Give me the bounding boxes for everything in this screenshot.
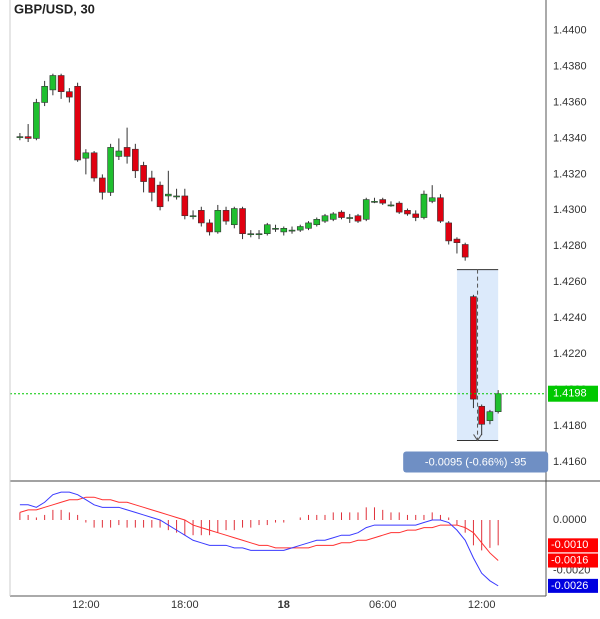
candle-body bbox=[189, 215, 197, 218]
y-tick-label: 1.4300 bbox=[553, 204, 587, 216]
value-tag bbox=[548, 538, 598, 553]
candle-body bbox=[404, 210, 411, 215]
candle-body bbox=[288, 229, 296, 232]
candle-body bbox=[33, 102, 40, 139]
candle-body bbox=[90, 152, 98, 179]
candle-body bbox=[329, 213, 337, 220]
candle-body bbox=[140, 165, 147, 182]
candle-body bbox=[272, 228, 279, 230]
candle-body bbox=[222, 210, 230, 222]
candle-body bbox=[181, 195, 189, 217]
y-tick-label: 1.4380 bbox=[553, 60, 587, 72]
y-tick-label: 1.4240 bbox=[553, 312, 587, 324]
candle-body bbox=[82, 152, 90, 159]
value-tag bbox=[548, 578, 598, 593]
candle-body bbox=[49, 75, 57, 91]
candle-body bbox=[305, 222, 312, 229]
candle-body bbox=[445, 222, 452, 242]
price-tag bbox=[548, 385, 598, 402]
candle-body bbox=[453, 238, 461, 243]
candle-body bbox=[461, 244, 469, 258]
measure-label-box bbox=[403, 451, 549, 473]
candle-body bbox=[57, 75, 65, 92]
candle-body bbox=[428, 197, 436, 202]
candle-body bbox=[115, 150, 123, 157]
candle-body bbox=[99, 177, 106, 193]
y-tick-label: 1.4320 bbox=[553, 168, 587, 180]
candle-body bbox=[280, 228, 288, 233]
candle-body bbox=[346, 217, 354, 219]
indicator-line bbox=[19, 491, 499, 587]
candle-body bbox=[478, 405, 485, 425]
candle-body bbox=[123, 147, 131, 157]
candle-body bbox=[255, 233, 263, 236]
candle-body bbox=[41, 85, 48, 103]
x-tick-label: 12:00 bbox=[468, 599, 496, 611]
price-tag-label: 1.4198 bbox=[553, 388, 587, 400]
candle-body bbox=[74, 85, 81, 161]
value-tag-label: -0.0010 bbox=[551, 539, 588, 551]
candle-body bbox=[437, 197, 444, 222]
candle-body bbox=[379, 199, 387, 204]
candle-body bbox=[321, 215, 329, 222]
candle-body bbox=[420, 193, 428, 218]
value-tag-label: -0.0016 bbox=[551, 554, 588, 566]
value-tag-label: -0.0026 bbox=[551, 580, 588, 592]
candle-body bbox=[66, 91, 73, 98]
candle-body bbox=[387, 204, 395, 207]
candle-body bbox=[263, 224, 271, 235]
candle-body bbox=[313, 219, 321, 226]
candle-body bbox=[198, 210, 205, 224]
candle-body bbox=[173, 195, 180, 198]
measure-label: -0.0095 (-0.66%) -95 bbox=[425, 456, 527, 468]
candle-body bbox=[156, 184, 164, 208]
candle-body bbox=[132, 148, 139, 172]
candle-body bbox=[486, 411, 494, 421]
labels: 12:0018:001806:0012:001.41601.41801.4200… bbox=[72, 24, 598, 611]
x-tick-label: 18 bbox=[278, 599, 290, 611]
candle-body bbox=[354, 215, 362, 222]
candle-body bbox=[247, 233, 255, 236]
y-tick-label: 1.4160 bbox=[553, 456, 587, 468]
candle-body bbox=[148, 177, 156, 193]
candle-body bbox=[338, 211, 345, 218]
candle-body bbox=[107, 147, 114, 193]
y-tick-label: 1.4280 bbox=[553, 240, 587, 252]
candle-body bbox=[239, 208, 246, 235]
candle-body bbox=[206, 222, 213, 233]
indicator-line bbox=[19, 496, 499, 561]
y-tick-label: -0.0020 bbox=[553, 565, 590, 577]
y-tick-label: 0.0000 bbox=[553, 514, 587, 526]
candle-body bbox=[362, 199, 370, 220]
y-tick-label: 1.4340 bbox=[553, 132, 587, 144]
candle-body bbox=[296, 226, 304, 231]
candle-body bbox=[412, 213, 420, 218]
y-tick-label: 1.4360 bbox=[553, 96, 587, 108]
candle-body bbox=[16, 136, 24, 138]
y-tick-label: 1.4260 bbox=[553, 276, 587, 288]
candle-body bbox=[494, 393, 502, 412]
candle-body bbox=[24, 136, 32, 139]
candle-body bbox=[395, 202, 403, 213]
y-tick-label: 1.4400 bbox=[553, 24, 587, 36]
candle-body bbox=[470, 296, 477, 400]
x-tick-label: 12:00 bbox=[72, 599, 100, 611]
candle-body bbox=[230, 208, 238, 226]
measure-arrowhead bbox=[473, 434, 482, 442]
value-tag bbox=[548, 553, 598, 568]
chart-title: GBP/USD, 30 bbox=[14, 1, 95, 16]
y-tick-label: 1.4180 bbox=[553, 420, 587, 432]
y-tick-label: 1.4220 bbox=[553, 348, 587, 360]
x-tick-label: 06:00 bbox=[369, 599, 397, 611]
candle-body bbox=[214, 210, 222, 233]
x-tick-label: 18:00 bbox=[171, 599, 199, 611]
candle-body bbox=[165, 193, 172, 197]
marks bbox=[10, 73, 546, 587]
candle-body bbox=[371, 201, 378, 203]
